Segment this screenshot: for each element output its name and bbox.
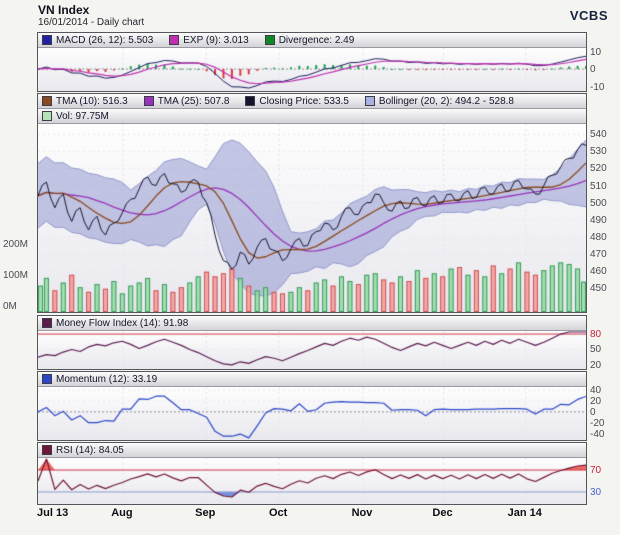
volume-tick-label: 0M	[3, 301, 17, 312]
volume-y-axis: 200M 100M 0M	[3, 124, 36, 312]
y-tick-label: 30	[590, 486, 602, 498]
x-axis-label: Jan 14	[507, 507, 542, 519]
rsi-legend: RSI (14): 84.05	[38, 443, 586, 458]
y-tick-label: 20	[590, 396, 602, 408]
y-tick-label: 450	[590, 283, 607, 295]
y-tick-label: 50	[590, 344, 602, 356]
momentum-legend: Momentum (12): 33.19	[38, 372, 586, 387]
closing-price-legend-label: Closing Price: 533.5	[259, 95, 349, 107]
y-tick-label: 480	[590, 231, 607, 243]
momentum-legend-label: Momentum (12): 33.19	[56, 373, 158, 385]
mfi-y-axis: 80 50 20	[590, 329, 620, 371]
divergence-legend-label: Divergence: 2.49	[278, 34, 355, 46]
bollinger-swatch	[364, 96, 375, 106]
legend-item-mfi: Money Flow Index (14): 91.98	[42, 318, 188, 329]
volume-legend-label: Vol: 97.75M	[56, 110, 109, 122]
y-tick-label: 530	[590, 146, 607, 158]
y-tick-label: 470	[590, 248, 607, 260]
price-legend-row-1: TMA (10): 516.3 TMA (25): 507.8 Closing …	[38, 94, 586, 109]
legend-item-volume: Vol: 97.75M	[42, 111, 109, 122]
exp-legend-label: EXP (9): 3.013	[183, 34, 249, 46]
brand-logo: VCBS	[569, 8, 608, 23]
y-tick-label: 0	[590, 64, 596, 76]
price-panel: TMA (10): 516.3 TMA (25): 507.8 Closing …	[37, 93, 587, 313]
x-axis-label: Dec	[432, 507, 453, 519]
price-y-axis: 540 530 520 510 500 490 480 470 460 450	[590, 124, 620, 312]
tma25-swatch	[143, 96, 154, 106]
tma10-swatch	[42, 96, 52, 106]
legend-item-rsi: RSI (14): 84.05	[42, 445, 124, 456]
legend-item-divergence: Divergence: 2.49	[264, 34, 355, 46]
momentum-panel: Momentum (12): 33.19	[37, 371, 587, 441]
y-tick-label: 70	[590, 465, 602, 477]
tma10-legend-label: TMA (10): 516.3	[56, 95, 128, 107]
legend-item-bollinger: Bollinger (20, 2): 494.2 - 528.8	[364, 95, 514, 107]
legend-item-tma10: TMA (10): 516.3	[42, 96, 128, 107]
tma25-legend-label: TMA (25): 507.8	[157, 95, 230, 107]
macd-panel: MACD (26, 12): 5.503 EXP (9): 3.013 Dive…	[37, 32, 587, 92]
macd-swatch	[42, 35, 52, 45]
y-tick-label: 540	[590, 129, 607, 141]
legend-item-closing-price: Closing Price: 533.5	[245, 96, 349, 107]
y-tick-label: 20	[590, 359, 602, 371]
x-axis-label: Sep	[195, 507, 216, 519]
y-tick-label: -20	[590, 417, 605, 429]
price-legend-row-2: Vol: 97.75M	[38, 109, 586, 124]
volume-tick-label: 200M	[3, 239, 29, 250]
rsi-y-axis: 70 30	[590, 458, 620, 504]
rsi-plot	[38, 458, 586, 504]
x-axis-label: Aug	[111, 507, 133, 519]
divergence-swatch	[264, 35, 275, 45]
mfi-legend-label: Money Flow Index (14): 91.98	[56, 317, 189, 329]
y-tick-label: -10	[590, 81, 605, 93]
y-tick-label: 520	[590, 163, 607, 175]
chart-date-subtitle: 16/01/2014 - Daily chart	[38, 17, 145, 28]
macd-y-axis: 10 0 -10	[590, 46, 620, 93]
closing-price-swatch	[245, 96, 256, 106]
x-axis-label: Nov	[351, 507, 373, 519]
macd-legend: MACD (26, 12): 5.503 EXP (9): 3.013 Dive…	[38, 33, 586, 48]
momentum-swatch	[42, 374, 52, 384]
macd-legend-label: MACD (26, 12): 5.503	[56, 34, 154, 46]
legend-item-momentum: Momentum (12): 33.19	[42, 374, 157, 385]
rsi-swatch	[42, 445, 52, 455]
price-plot	[38, 124, 586, 312]
y-tick-label: 10	[590, 46, 602, 58]
rsi-legend-label: RSI (14): 84.05	[56, 444, 124, 456]
momentum-y-axis: 40 20 0 -20 -40	[590, 385, 620, 440]
mfi-plot	[38, 331, 586, 369]
y-tick-label: 490	[590, 214, 607, 226]
macd-plot	[38, 48, 586, 91]
page-title: VN Index	[38, 3, 90, 17]
mfi-legend: Money Flow Index (14): 91.98	[38, 316, 586, 331]
exp-swatch	[169, 35, 180, 45]
legend-item-tma25: TMA (25): 507.8	[143, 95, 230, 107]
x-axis-label: Jul 13	[37, 507, 69, 519]
y-tick-label: 460	[590, 265, 607, 277]
money-flow-index-panel: Money Flow Index (14): 91.98	[37, 315, 587, 370]
x-axis-label: Oct	[268, 507, 288, 519]
momentum-plot	[38, 387, 586, 440]
bollinger-legend-label: Bollinger (20, 2): 494.2 - 528.8	[378, 95, 514, 107]
x-axis: Jul 13 Aug Sep Oct Nov Dec Jan 14	[0, 507, 620, 523]
y-tick-label: 510	[590, 180, 607, 192]
y-tick-label: 500	[590, 197, 607, 209]
volume-swatch	[42, 111, 52, 121]
volume-tick-label: 100M	[3, 270, 29, 281]
y-tick-label: -40	[590, 428, 605, 440]
mfi-swatch	[42, 318, 52, 328]
rsi-panel: RSI (14): 84.05	[37, 442, 587, 505]
y-tick-label: 0	[590, 406, 596, 418]
legend-item-macd: MACD (26, 12): 5.503	[42, 35, 153, 46]
y-tick-label: 40	[590, 385, 602, 397]
y-tick-label: 80	[590, 329, 602, 341]
legend-item-exp: EXP (9): 3.013	[169, 34, 249, 46]
